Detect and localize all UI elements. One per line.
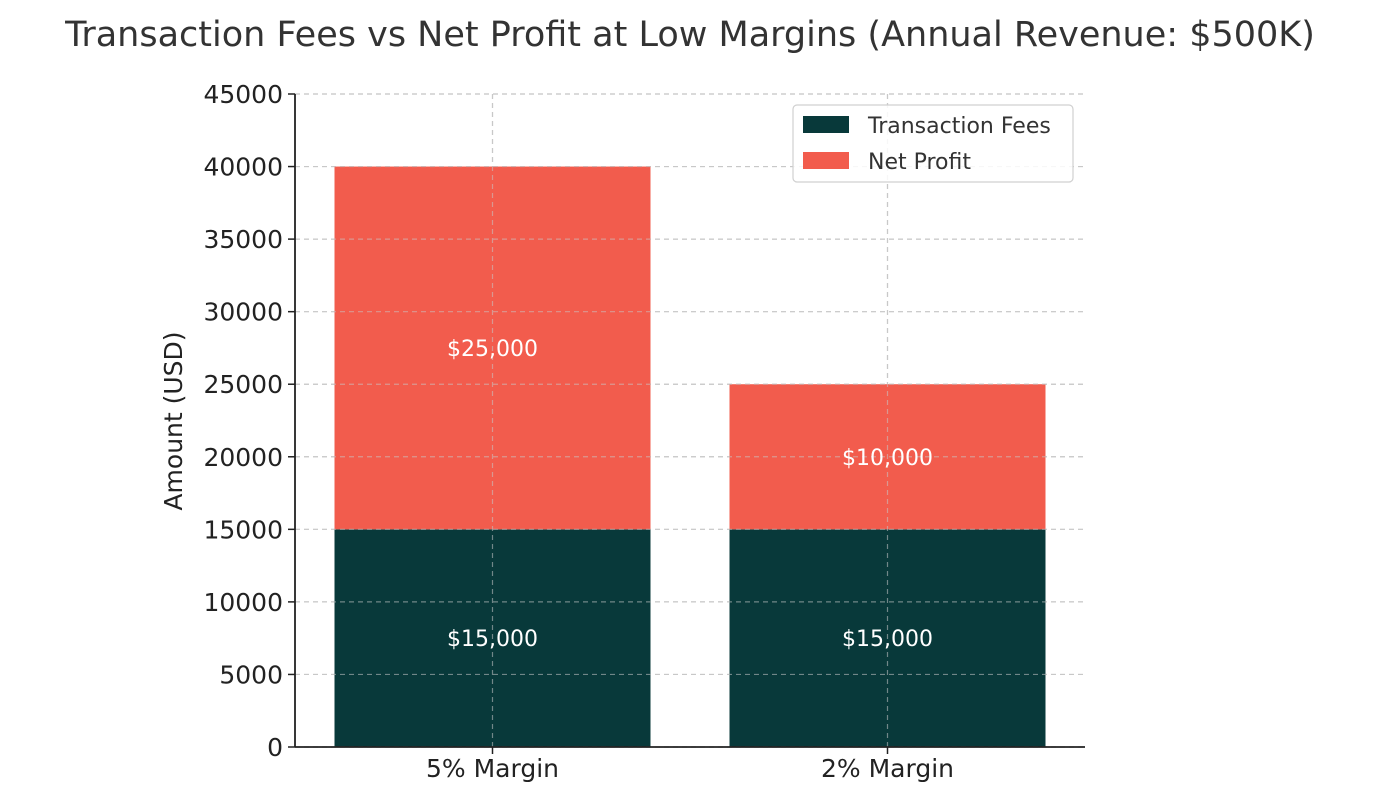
bar-value-label: $15,000 bbox=[842, 627, 933, 652]
legend-swatch-net-profit bbox=[803, 152, 849, 169]
bar-labels-group: $15,000 $25,000 $15,000 $10,000 bbox=[447, 337, 933, 652]
y-tick-label: 35000 bbox=[203, 225, 283, 254]
chart-title: Transaction Fees vs Net Profit at Low Ma… bbox=[64, 15, 1315, 55]
axes-group: 0 5000 10000 15000 20000 25000 30000 35000 40000… bbox=[203, 80, 1085, 783]
legend: Transaction Fees Net Profit bbox=[792, 104, 1074, 183]
y-tick-label: 5000 bbox=[219, 660, 283, 689]
y-tick-label: 45000 bbox=[203, 80, 283, 109]
legend-label-transaction-fees: Transaction Fees bbox=[867, 114, 1051, 139]
legend-label-net-profit: Net Profit bbox=[868, 150, 971, 175]
y-tick-label: 25000 bbox=[203, 370, 283, 399]
bar-value-label: $10,000 bbox=[842, 446, 933, 471]
y-tick-label: 0 bbox=[267, 733, 283, 762]
bar-value-label: $25,000 bbox=[447, 337, 538, 362]
y-tick-label: 10000 bbox=[203, 588, 283, 617]
legend-swatch-transaction-fees bbox=[803, 116, 849, 133]
x-tick-label: 2% Margin bbox=[821, 754, 954, 783]
y-axis-label: Amount (USD) bbox=[159, 331, 188, 510]
x-tick-label: 5% Margin bbox=[426, 754, 559, 783]
y-tick-label: 30000 bbox=[203, 298, 283, 327]
y-tick-label: 20000 bbox=[203, 443, 283, 472]
legend-box bbox=[792, 104, 1074, 183]
bar-value-label: $15,000 bbox=[447, 627, 538, 652]
y-tick-label: 40000 bbox=[203, 153, 283, 182]
y-tick-label: 15000 bbox=[203, 515, 283, 544]
